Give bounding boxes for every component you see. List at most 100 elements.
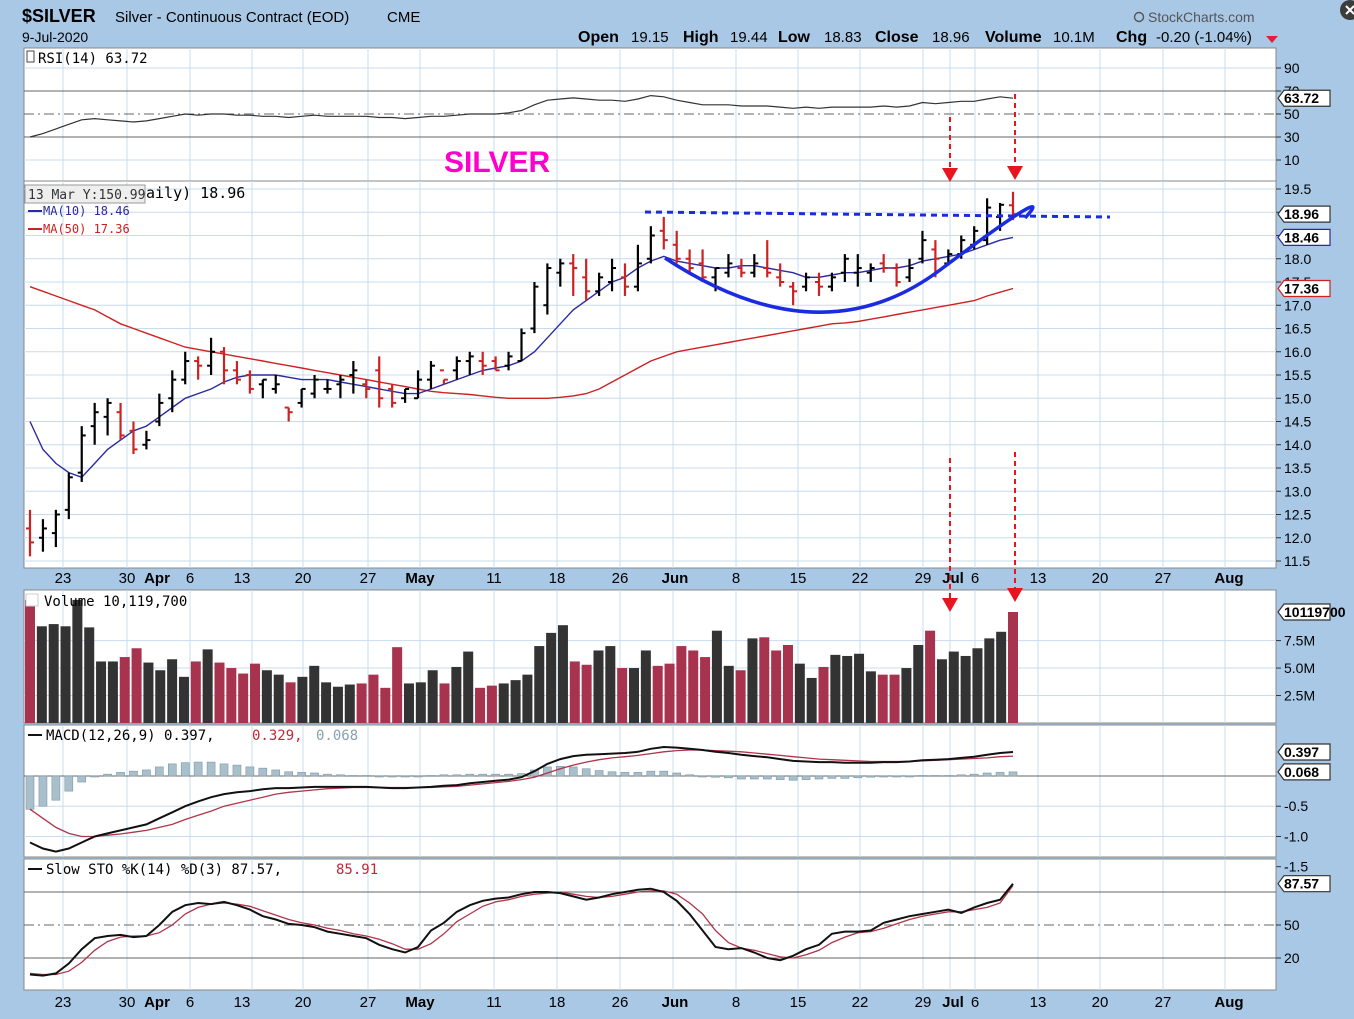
volume-bar bbox=[486, 685, 497, 723]
volume-arrow-left-head bbox=[942, 598, 958, 612]
macd-signal-line bbox=[29, 749, 1014, 838]
macd-histogram-bar bbox=[918, 775, 927, 777]
macd-histogram-bar bbox=[103, 773, 112, 777]
price-bar bbox=[530, 282, 539, 334]
rsi-arrow-right-head bbox=[1007, 166, 1023, 180]
sto-legend: Slow STO %K(14) %D(3) 87.57, bbox=[46, 862, 282, 878]
ohlc-label-close: Close bbox=[875, 29, 919, 46]
macd-histogram-bar bbox=[840, 775, 850, 779]
price-bar bbox=[802, 272, 811, 292]
x-axis: 23 30 Apr 6 13 20 27 May 11 18 26 Jun 8 15 22 29 Jul 6 13 2… bbox=[55, 570, 1244, 1011]
symbol-label: $SILVER bbox=[22, 6, 96, 26]
macd-histogram-bar bbox=[155, 766, 164, 777]
macd-histogram-bar bbox=[504, 773, 513, 777]
brand-icon bbox=[1133, 11, 1145, 23]
macd-histogram-bar bbox=[931, 775, 940, 777]
volume-bar bbox=[984, 638, 995, 723]
price-bar bbox=[129, 421, 138, 455]
ma50-line bbox=[29, 286, 1014, 399]
volume-bar bbox=[143, 662, 154, 723]
x-axis-label: 27 bbox=[1155, 994, 1172, 1011]
price-bar bbox=[840, 254, 849, 282]
sto-tick: 20 bbox=[1284, 950, 1300, 966]
volume-bar bbox=[865, 671, 876, 723]
volume-bar bbox=[936, 659, 947, 723]
x-axis-label: 15 bbox=[790, 570, 807, 587]
vol-tick: 5.0M bbox=[1284, 660, 1315, 676]
sto-value-tag-box bbox=[1277, 875, 1331, 893]
x-axis-label: 26 bbox=[612, 570, 629, 587]
macd-histogram-bar bbox=[750, 775, 759, 780]
volume-bar bbox=[84, 627, 95, 723]
price-tick: 19.5 bbox=[1284, 181, 1311, 197]
macd-histogram-bar bbox=[142, 769, 151, 777]
ohlc-value-high: 19.44 bbox=[730, 29, 768, 46]
volume-bar bbox=[960, 655, 971, 723]
volume-bar bbox=[155, 670, 166, 723]
ma10-tag-box bbox=[1277, 228, 1331, 246]
macd-histogram-bar bbox=[426, 775, 436, 777]
price-legend: aily) 18.96 bbox=[146, 184, 245, 202]
volume-bar bbox=[321, 682, 332, 723]
macd-histogram-bar bbox=[323, 773, 332, 777]
macd-histogram-bar bbox=[51, 775, 61, 801]
volume-bar bbox=[238, 673, 249, 723]
x-axis-label: 13 bbox=[234, 994, 251, 1011]
volume-bar bbox=[901, 668, 912, 723]
volume-bar bbox=[119, 657, 130, 723]
x-axis-label: 6 bbox=[971, 994, 979, 1011]
rsi-tick: 10 bbox=[1284, 152, 1300, 168]
macd-histogram-bar bbox=[38, 775, 48, 807]
macd-hist-legend: 0.068 bbox=[316, 728, 358, 744]
price-tick: 14.5 bbox=[1284, 414, 1311, 430]
ma10-legend: MA(10) 18.46 bbox=[43, 204, 130, 218]
macd-histogram-bar bbox=[956, 774, 966, 777]
price-bar bbox=[414, 370, 423, 400]
instrument-name: Silver - Continuous Contract (EOD) bbox=[115, 9, 349, 26]
volume-bar bbox=[640, 650, 651, 723]
macd-histogram-bar bbox=[633, 772, 643, 777]
x-axis-label: 20 bbox=[1092, 994, 1109, 1011]
macd-histogram-bar bbox=[1008, 771, 1018, 777]
close-icon[interactable] bbox=[1340, 0, 1354, 20]
macd-histogram-bar bbox=[193, 761, 203, 777]
x-axis-label: Jul bbox=[942, 994, 964, 1011]
volume-bar bbox=[250, 663, 261, 723]
ma10-tag: 18.46 bbox=[1277, 228, 1331, 246]
macd-histogram-bar bbox=[969, 773, 979, 777]
brand[interactable]: StockCharts.com bbox=[1133, 9, 1255, 25]
price-bar bbox=[207, 337, 216, 375]
ohlc-label-low: Low bbox=[778, 29, 811, 46]
price-close-tag-value: 18.96 bbox=[1284, 206, 1319, 222]
vol-tick: 7.5M bbox=[1284, 633, 1315, 649]
macd-histogram-bar bbox=[788, 775, 798, 781]
x-axis-label: 29 bbox=[915, 994, 932, 1011]
price-bar bbox=[375, 356, 384, 408]
price-bar bbox=[866, 263, 875, 282]
volume-value-tag: 10119700 bbox=[1277, 603, 1346, 621]
rsi-value-tag: 63.72 bbox=[1277, 89, 1331, 107]
volume-bar bbox=[913, 644, 924, 723]
x-axis-label: Aug bbox=[1214, 994, 1243, 1011]
price-bar bbox=[284, 406, 293, 422]
x-axis-label: 22 bbox=[852, 570, 869, 587]
price-bar bbox=[633, 244, 642, 292]
ohlc-value-open: 19.15 bbox=[631, 29, 669, 46]
volume-bar bbox=[226, 668, 237, 723]
price-bar bbox=[388, 384, 397, 408]
volume-bar bbox=[167, 659, 178, 723]
volume-bar bbox=[948, 651, 959, 723]
price-bar bbox=[750, 254, 759, 278]
sto-d-line bbox=[29, 885, 1014, 976]
x-axis-label: 27 bbox=[360, 570, 377, 587]
macd-histogram-bar bbox=[90, 775, 99, 778]
price-tick: 18.0 bbox=[1284, 251, 1311, 267]
sto-d-legend: 85.91 bbox=[336, 862, 378, 878]
price-bar bbox=[245, 370, 254, 394]
macd-signal-legend: 0.329, bbox=[252, 728, 303, 744]
volume-bar bbox=[652, 665, 663, 723]
sto-value-tag: 87.57 bbox=[1277, 875, 1331, 893]
x-axis-label: Jun bbox=[662, 570, 689, 587]
vol-tick: 2.5M bbox=[1284, 688, 1315, 704]
macd-histogram-bar bbox=[284, 771, 293, 777]
